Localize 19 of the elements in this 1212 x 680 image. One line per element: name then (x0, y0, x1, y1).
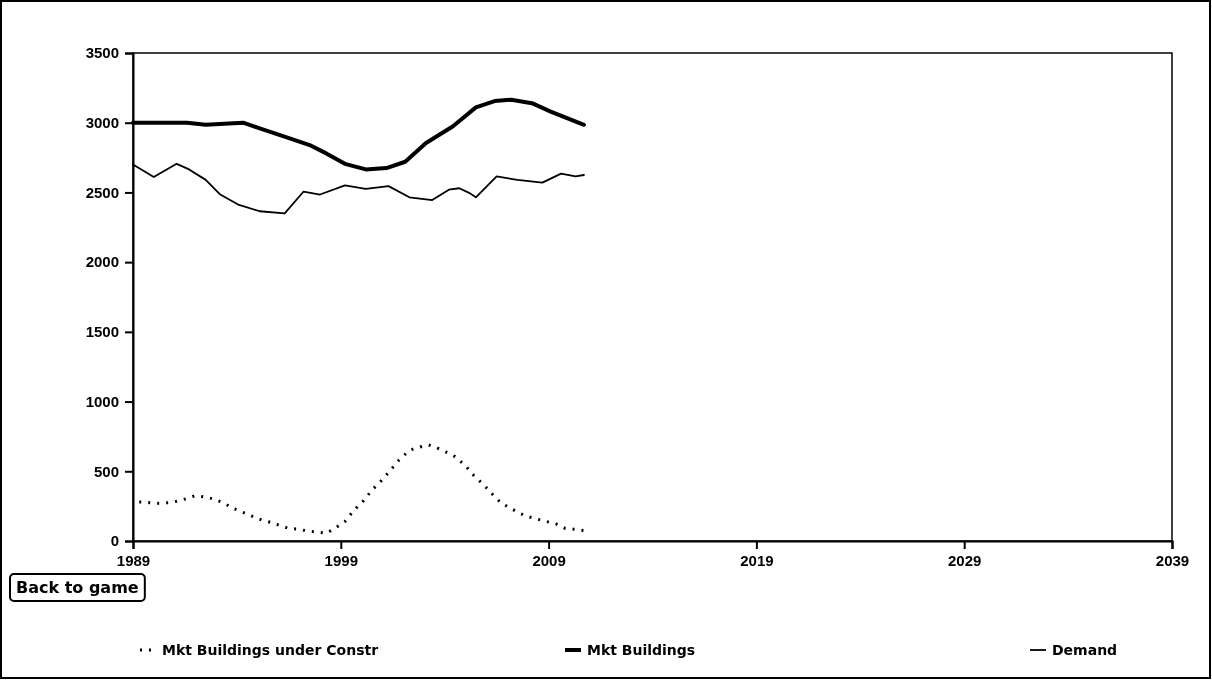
y-tick-label: 1000 (85, 392, 119, 410)
y-tick-label: 2000 (85, 253, 119, 271)
y-tick-label: 0 (110, 532, 119, 550)
y-tick-label: 1500 (85, 323, 119, 341)
x-tick-label: 2029 (948, 551, 982, 569)
x-tick-label: 2039 (1155, 551, 1190, 569)
y-tick-label: 3000 (85, 114, 119, 132)
legend-label: Mkt Buildings under Constr (162, 642, 379, 658)
x-tick-label: 1999 (324, 551, 358, 569)
x-tick-label: 1989 (116, 551, 151, 569)
legend-label: Mkt Buildings (587, 642, 696, 658)
y-tick-label: 2500 (85, 183, 119, 201)
y-tick-label: 500 (93, 462, 119, 480)
line-series (137, 443, 586, 535)
legend-label: Demand (1052, 642, 1118, 658)
y-tick-label: 3500 (85, 44, 119, 62)
x-tick-label: 2019 (740, 551, 774, 569)
back-button: Back to game (9, 573, 146, 602)
x-tick-label: 2009 (532, 551, 566, 569)
